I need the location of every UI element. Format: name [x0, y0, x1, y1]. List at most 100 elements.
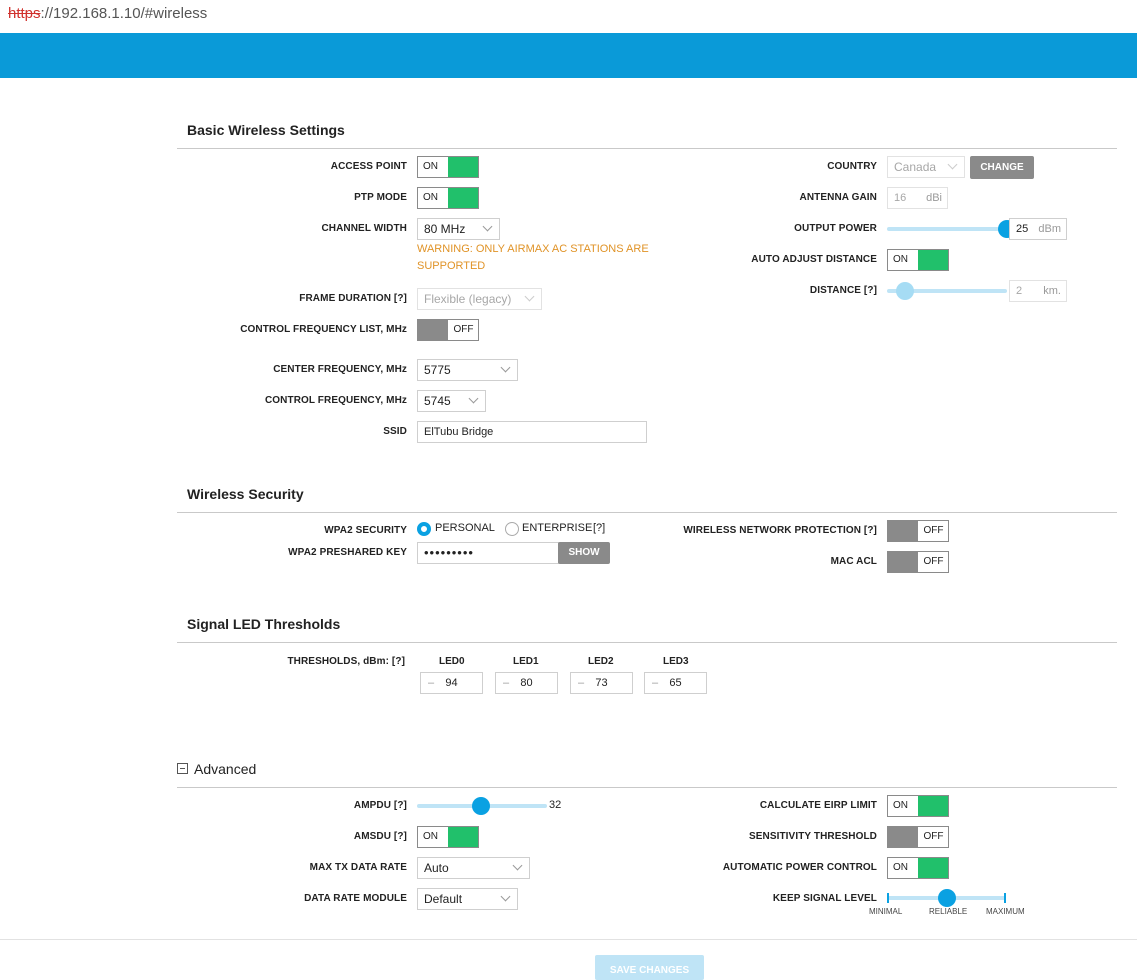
ptp-mode-label: PTP MODE: [354, 192, 407, 203]
slider-mark-minimal: MINIMAL: [869, 907, 903, 916]
ssid-label: SSID: [383, 426, 407, 437]
collapse-advanced-icon[interactable]: [177, 763, 188, 774]
distance-label: DISTANCE [?]: [809, 285, 877, 296]
footer-divider: [0, 939, 1137, 940]
chevron-down-icon: [500, 362, 511, 373]
enterprise-radio[interactable]: [505, 522, 519, 536]
select-value: Default: [424, 892, 463, 906]
led-value: 80: [520, 677, 533, 689]
distance-slider-handle[interactable]: [896, 282, 914, 300]
unit-label: km.: [1043, 285, 1061, 297]
wireless-network-protection-label: WIRELESS NETWORK PROTECTION [?]: [683, 525, 877, 536]
chevron-down-icon: [512, 860, 523, 871]
select-value: 80 MHz: [424, 222, 466, 236]
toggle-state: ON: [893, 800, 908, 811]
output-power-label: OUTPUT POWER: [794, 223, 877, 234]
ampdu-slider-handle[interactable]: [472, 797, 490, 815]
access-point-toggle[interactable]: ON: [417, 156, 479, 178]
amsdu-toggle[interactable]: ON: [417, 826, 479, 848]
chevron-down-icon: [524, 291, 535, 302]
center-frequency-label: CENTER FREQUENCY, MHz: [273, 364, 407, 375]
change-country-button[interactable]: CHANGE: [970, 156, 1034, 179]
data-rate-module-select[interactable]: Default: [417, 888, 518, 910]
control-frequency-select[interactable]: 5745: [417, 390, 486, 412]
auto-adjust-distance-toggle[interactable]: ON: [887, 249, 949, 271]
section-title-led: Signal LED Thresholds: [187, 616, 341, 632]
output-power-input[interactable]: 25 dBm: [1009, 218, 1067, 240]
ptp-mode-toggle[interactable]: ON: [417, 187, 479, 209]
ampdu-label: AMPDU [?]: [353, 800, 407, 811]
led2-input[interactable]: –73: [570, 672, 633, 694]
antenna-gain-label: ANTENNA GAIN: [799, 192, 877, 203]
calculate-eirp-toggle[interactable]: ON: [887, 795, 949, 817]
led1-header: LED1: [513, 656, 539, 667]
unit-label: dBm: [1038, 223, 1061, 235]
toggle-knob: [888, 827, 919, 847]
access-point-label: ACCESS POINT: [330, 161, 407, 172]
minus-sign: –: [428, 677, 435, 689]
wireless-network-protection-toggle[interactable]: OFF: [887, 520, 949, 542]
chevron-down-icon: [482, 221, 493, 232]
toggle-state: ON: [893, 254, 908, 265]
toggle-knob: [888, 552, 919, 572]
save-changes-button[interactable]: SAVE CHANGES: [595, 955, 704, 980]
select-value: Flexible (legacy): [424, 292, 512, 306]
distance-slider-track[interactable]: [887, 289, 1007, 293]
toggle-knob: [418, 320, 449, 340]
led-value: 73: [595, 677, 608, 689]
distance-input[interactable]: 2 km.: [1009, 280, 1067, 302]
sensitivity-threshold-label: SENSITIVITY THRESHOLD: [748, 831, 877, 842]
select-value: 5775: [424, 363, 451, 377]
center-frequency-select[interactable]: 5775: [417, 359, 518, 381]
channel-width-select[interactable]: 80 MHz: [417, 218, 500, 240]
led0-input[interactable]: –94: [420, 672, 483, 694]
section-divider: [177, 642, 1117, 643]
section-divider: [177, 148, 1117, 149]
section-title-advanced[interactable]: Advanced: [194, 761, 257, 777]
toggle-state: ON: [423, 192, 438, 203]
thresholds-label: THRESHOLDS, dBm: [?]: [287, 656, 405, 667]
personal-radio[interactable]: [417, 522, 431, 536]
chevron-down-icon: [947, 159, 958, 170]
antenna-gain-input[interactable]: 16 dBi: [887, 187, 948, 209]
input-value: 25: [1016, 223, 1029, 235]
show-key-button[interactable]: SHOW: [558, 542, 610, 564]
keep-signal-level-label: KEEP SIGNAL LEVEL: [772, 893, 877, 904]
led1-input[interactable]: –80: [495, 672, 558, 694]
channel-width-warning: WARNING: ONLY AIRMAX AC STATIONS ARE SUP…: [417, 243, 649, 272]
section-divider: [177, 787, 1117, 788]
minus-sign: –: [652, 677, 659, 689]
led-value: 65: [669, 677, 682, 689]
max-tx-data-rate-select[interactable]: Auto: [417, 857, 530, 879]
unit-label: dBi: [926, 192, 942, 204]
slider-tick-minimal: [887, 893, 889, 903]
automatic-power-control-toggle[interactable]: ON: [887, 857, 949, 879]
wpa2-help-link[interactable]: [?]: [593, 522, 606, 534]
keep-signal-slider-handle[interactable]: [938, 889, 956, 907]
chevron-down-icon: [468, 393, 479, 404]
ssid-input[interactable]: ElTubu Bridge: [417, 421, 647, 443]
frame-duration-select[interactable]: Flexible (legacy): [417, 288, 542, 310]
address-bar[interactable]: https://192.168.1.10/#wireless: [8, 5, 207, 22]
input-value: 16: [894, 192, 907, 204]
toggle-state: ON: [423, 831, 438, 842]
url-path: ://192.168.1.10/#wireless: [40, 5, 208, 22]
mac-acl-toggle[interactable]: OFF: [887, 551, 949, 573]
minus-sign: –: [578, 677, 585, 689]
enterprise-radio-label: ENTERPRISE: [522, 522, 593, 534]
control-frequency-list-toggle[interactable]: OFF: [417, 319, 479, 341]
auto-adjust-distance-label: AUTO ADJUST DISTANCE: [751, 254, 877, 265]
amsdu-label: AMSDU [?]: [353, 831, 407, 842]
led3-input[interactable]: –65: [644, 672, 707, 694]
preshared-key-input[interactable]: •••••••••: [417, 542, 559, 564]
slider-mark-reliable: RELIABLE: [929, 907, 968, 916]
section-divider: [177, 512, 1117, 513]
wpa2-security-label: WPA2 SECURITY: [324, 525, 407, 536]
control-frequency-list-label: CONTROL FREQUENCY LIST, MHz: [240, 324, 407, 335]
output-power-slider-track[interactable]: [887, 227, 999, 231]
sensitivity-threshold-toggle[interactable]: OFF: [887, 826, 949, 848]
input-value: 2: [1016, 285, 1023, 297]
toggle-state: ON: [893, 862, 908, 873]
country-select[interactable]: Canada: [887, 156, 965, 178]
select-value: Canada: [894, 160, 937, 174]
